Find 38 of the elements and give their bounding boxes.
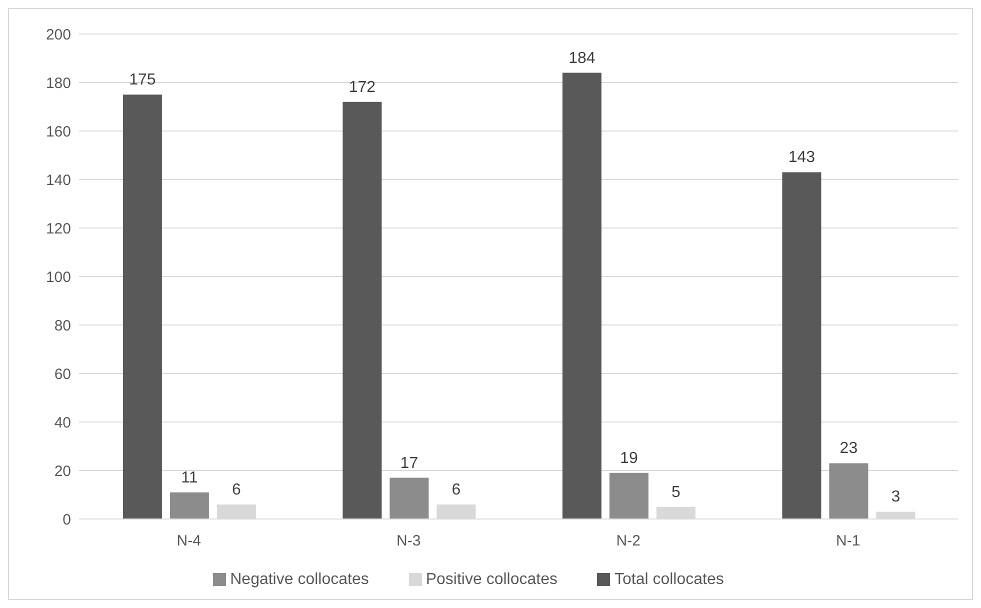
- legend-label: Negative collocates: [230, 571, 369, 588]
- data-label: 143: [788, 149, 816, 166]
- y-tick-label: 80: [54, 317, 71, 334]
- bar: [829, 463, 868, 519]
- bar: [609, 472, 648, 519]
- data-label: 6: [452, 481, 461, 498]
- x-tick-label: N-4: [176, 532, 201, 550]
- legend-label: Total collocates: [614, 571, 724, 588]
- y-tick-label: 100: [46, 268, 71, 286]
- data-label: 19: [620, 450, 638, 467]
- data-label: 175: [129, 72, 156, 89]
- data-label: 172: [348, 78, 376, 96]
- data-label: 5: [671, 484, 680, 501]
- y-tick-label: 140: [46, 172, 71, 189]
- bar: [562, 72, 602, 519]
- y-tick-label: 120: [46, 220, 71, 238]
- data-label: 11: [181, 469, 198, 486]
- bar: [782, 172, 822, 519]
- legend-label: Positive collocates: [426, 571, 558, 588]
- y-tick-label: 40: [54, 414, 71, 432]
- data-label: 23: [840, 440, 858, 458]
- x-tick-label: N-1: [836, 532, 860, 550]
- y-tick-label: 20: [54, 462, 71, 480]
- y-tick-label: 200: [46, 26, 71, 44]
- y-tick-label: 0: [62, 511, 71, 528]
- bar: [170, 492, 209, 519]
- data-label: 17: [400, 454, 418, 472]
- y-tick-label: 160: [46, 123, 71, 140]
- y-tick-label: 60: [54, 366, 71, 383]
- y-tick-label: 180: [46, 74, 71, 92]
- bar: [122, 94, 162, 519]
- x-tick-label: N-2: [616, 532, 640, 550]
- data-label: 184: [568, 50, 596, 67]
- bar: [390, 478, 429, 519]
- data-label: 3: [891, 488, 900, 506]
- data-label: 6: [232, 481, 241, 498]
- bar: [342, 102, 382, 519]
- x-tick-label: N-3: [396, 532, 421, 550]
